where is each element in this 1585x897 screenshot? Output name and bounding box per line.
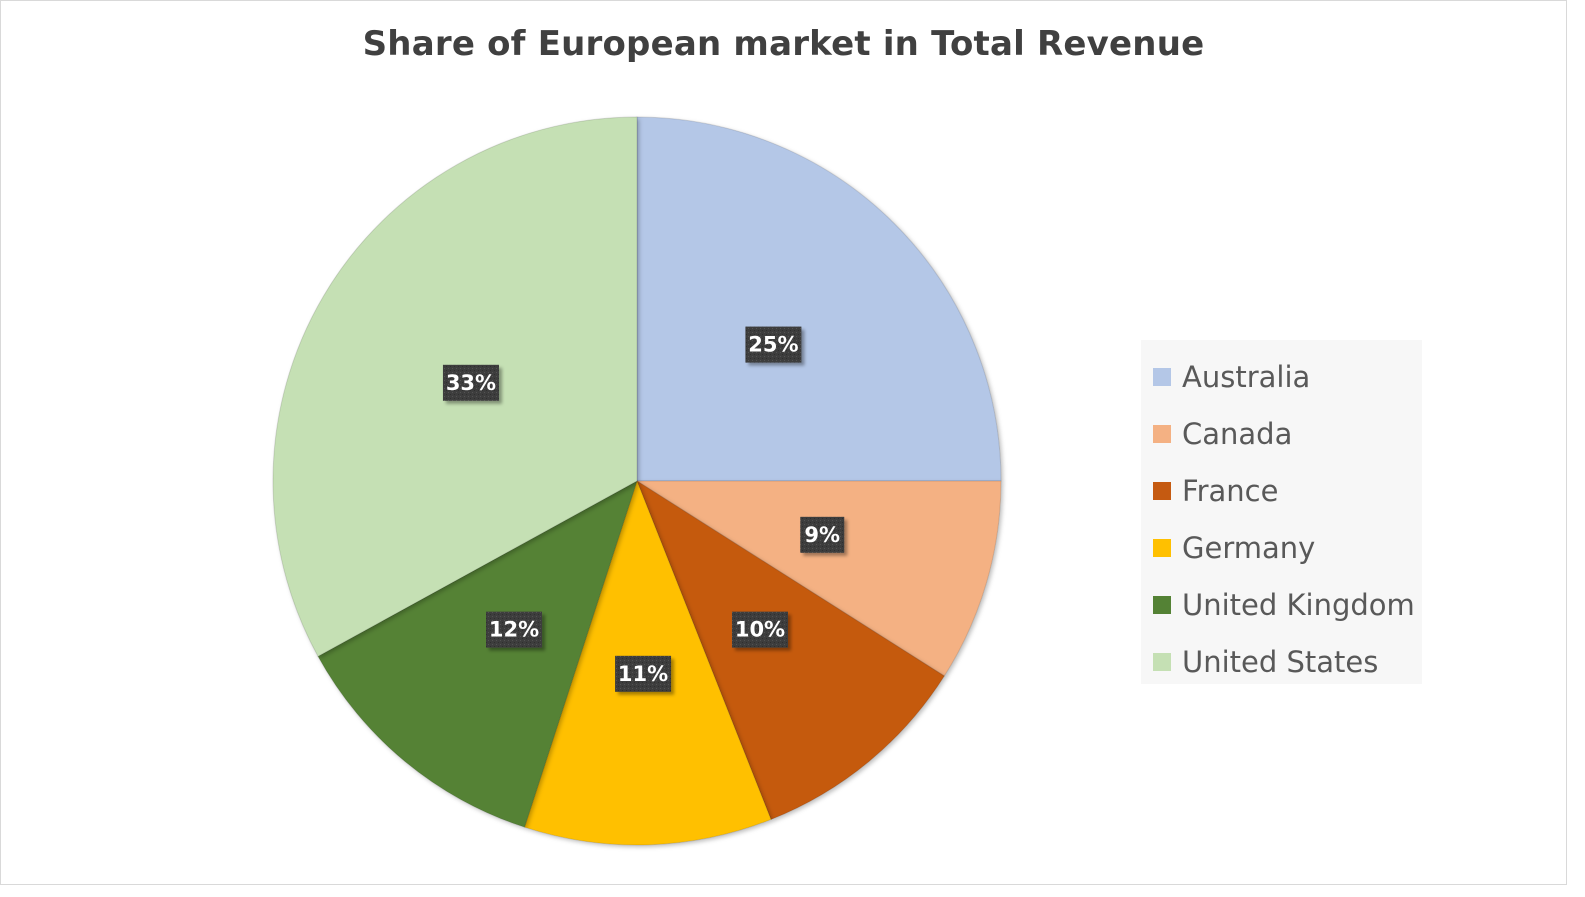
data-label-text: 11% [618,662,668,686]
legend: Australia Canada France Germany United Kingd… [1141,340,1422,684]
legend-label: Germany [1182,530,1316,565]
data-label-text: 25% [748,333,798,357]
legend-item-france: France [1141,462,1422,519]
legend-swatch [1153,424,1171,443]
legend-swatch [1153,367,1171,386]
pie-slices [272,116,1002,846]
legend-swatch [1153,538,1171,557]
legend-swatch [1153,652,1171,671]
data-label-box [486,611,543,648]
legend-label: United Kingdom [1182,587,1415,622]
data-label-united-states: 33% [442,364,499,401]
legend-label: Canada [1182,416,1293,451]
data-label-canada: 9% [800,516,845,553]
pie-data-labels: 25% 9% 10% 11% 12% 33% [442,326,845,692]
legend-item-australia: Australia [1141,348,1422,405]
pie-slice-united-kingdom [317,479,638,828]
data-label-box [615,655,672,692]
data-label-germany: 11% [615,655,672,692]
legend-label: France [1182,473,1279,508]
data-label-text: 10% [735,618,785,642]
legend-item-united-kingdom: United Kingdom [1141,576,1422,633]
legend-item-canada: Canada [1141,405,1422,462]
legend-swatch [1153,595,1171,614]
legend-label: United States [1182,644,1379,679]
legend-label: Australia [1182,359,1311,394]
pie-slice-australia [636,116,1002,482]
data-label-text: 9% [804,523,840,547]
chart-title: Share of European market in Total Revenu… [362,24,1205,64]
data-label-united-kingdom: 12% [486,611,543,648]
pie-slice-canada [635,480,1002,677]
legend-swatch [1153,481,1171,500]
data-label-text: 12% [489,618,539,642]
data-label-box [731,611,788,648]
data-label-box [745,326,802,363]
data-label-text: 33% [446,371,496,395]
data-label-box [442,364,499,401]
pie-slice-france [635,479,946,821]
pie-chart: 25% 9% 10% 11% 12% 33% [272,116,1002,846]
data-label-australia: 25% [745,326,802,363]
legend-item-germany: Germany [1141,519,1422,576]
legend-item-united-states: United States [1141,633,1422,690]
data-label-box [800,516,845,553]
data-label-france: 10% [731,611,788,648]
